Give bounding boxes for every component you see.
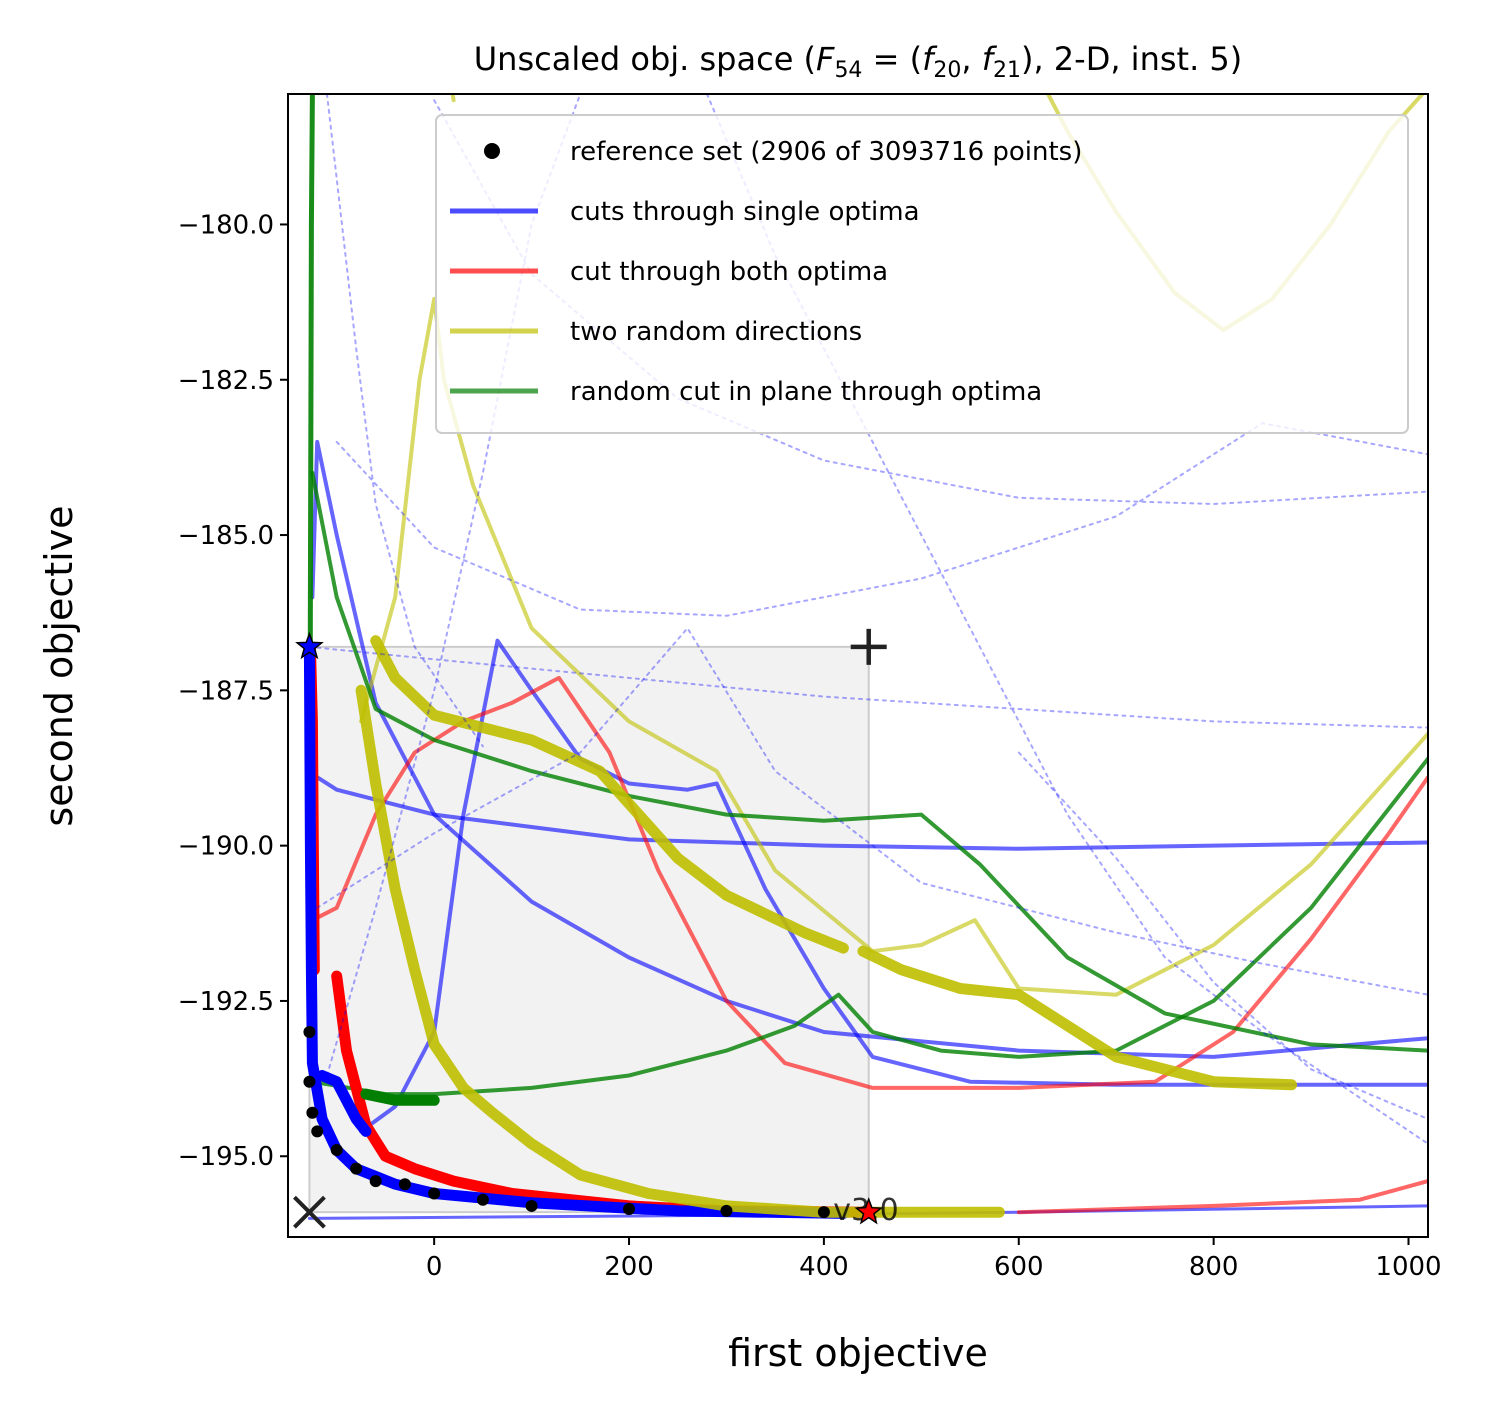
reference-point-0	[303, 1026, 316, 1039]
legend-entry: cuts through single optima	[450, 197, 920, 227]
y-axis-label: second objective	[37, 505, 81, 826]
x-axis-label: first objective	[728, 1331, 988, 1375]
x-tick-label: 600	[994, 1252, 1044, 1282]
series-line-blue-thick-15	[316, 1070, 372, 1137]
y-ticks: −180.0 −182.5 −185.0 −187.5 −190.0 −192.5 −195…	[178, 210, 288, 1172]
series-line-red-4	[310, 675, 1428, 1090]
reference-point-4	[330, 1144, 343, 1157]
legend-label: reference set (2906 of 3093716 points)	[570, 137, 1082, 167]
reference-point-8	[428, 1187, 441, 1200]
optimum-f2-star	[854, 1197, 884, 1225]
reference-point-6	[369, 1175, 382, 1188]
series-line-dotted-27	[1017, 751, 1428, 1120]
y-tick-label: −192.5	[178, 987, 274, 1017]
series-layer	[303, 94, 1428, 1220]
y-tick-label: −185.0	[178, 521, 274, 551]
series-line-blue-thick-14	[303, 641, 849, 1219]
series-line-yellow-thick-18	[857, 945, 1298, 1091]
nadir-point-marker	[850, 628, 887, 665]
axes-frame	[287, 93, 1429, 1238]
x-tick-label: 200	[604, 1252, 654, 1282]
legend: reference set (2906 of 3093716 points) cu…	[435, 114, 1409, 434]
legend-label: two random directions	[570, 317, 862, 347]
reference-point-12	[720, 1204, 733, 1217]
optimum-f1-star	[295, 631, 324, 660]
legend-entry: reference set (2906 of 3093716 points)	[484, 137, 1082, 167]
x-tick-label: 800	[1189, 1252, 1239, 1282]
series-line-green-thick-19	[360, 1088, 440, 1106]
series-line-dotted-26	[326, 94, 484, 748]
legend-label: cuts through single optima	[570, 197, 920, 227]
series-line-dotted-23	[316, 627, 1428, 996]
series-line-dotted-21	[335, 422, 1428, 617]
series-line-blue-1	[305, 769, 1428, 851]
y-tick-label: −187.5	[178, 676, 274, 706]
reference-point-3	[311, 1125, 324, 1138]
legend-entry: two random directions	[450, 317, 862, 347]
legend-entry: random cut in plane through optima	[450, 377, 1042, 407]
chart-title: Unscaled obj. space (F54 = (f20, f21), 2…	[474, 40, 1243, 83]
marker-layer: v3.0	[293, 628, 899, 1229]
reference-set-layer	[303, 1026, 875, 1219]
series-line-dotted-20	[308, 645, 1428, 729]
x-tick-label: 0	[426, 1252, 443, 1282]
legend-box	[435, 114, 1409, 434]
reference-point-5	[350, 1162, 363, 1175]
y-tick-label: −190.0	[178, 832, 274, 862]
reference-point-2	[306, 1106, 319, 1119]
series-line-red-5	[1016, 1179, 1428, 1215]
legend-entry: cut through both optima	[450, 257, 888, 287]
reference-point-10	[525, 1199, 538, 1212]
y-tick-label: −195.0	[178, 1142, 274, 1172]
series-line-blue-2	[359, 638, 1428, 1134]
reference-point-13	[817, 1206, 830, 1219]
series-line-blue-0	[310, 439, 1428, 1059]
series-line-yellow-8	[450, 94, 456, 103]
legend-marker	[484, 143, 500, 159]
reference-point-7	[398, 1178, 411, 1191]
y-tick-label: −180.0	[178, 210, 274, 240]
ideal-point-marker	[293, 1195, 326, 1229]
reference-point-11	[623, 1203, 636, 1216]
x-ticks: 0 200 400 600 800 1000	[426, 1237, 1442, 1282]
series-line-green-9	[310, 470, 1428, 1053]
dominated-region	[308, 645, 870, 1214]
reference-point-9	[476, 1193, 489, 1206]
legend-label: random cut in plane through optima	[570, 377, 1042, 407]
x-tick-label: 400	[799, 1252, 849, 1282]
series-line-yellow-thick-17	[370, 635, 849, 954]
legend-label: cut through both optima	[570, 257, 888, 287]
y-tick-label: −182.5	[178, 366, 274, 396]
reference-point-1	[303, 1075, 316, 1088]
x-tick-label: 1000	[1375, 1252, 1441, 1282]
series-line-yellow-6	[359, 297, 1428, 997]
